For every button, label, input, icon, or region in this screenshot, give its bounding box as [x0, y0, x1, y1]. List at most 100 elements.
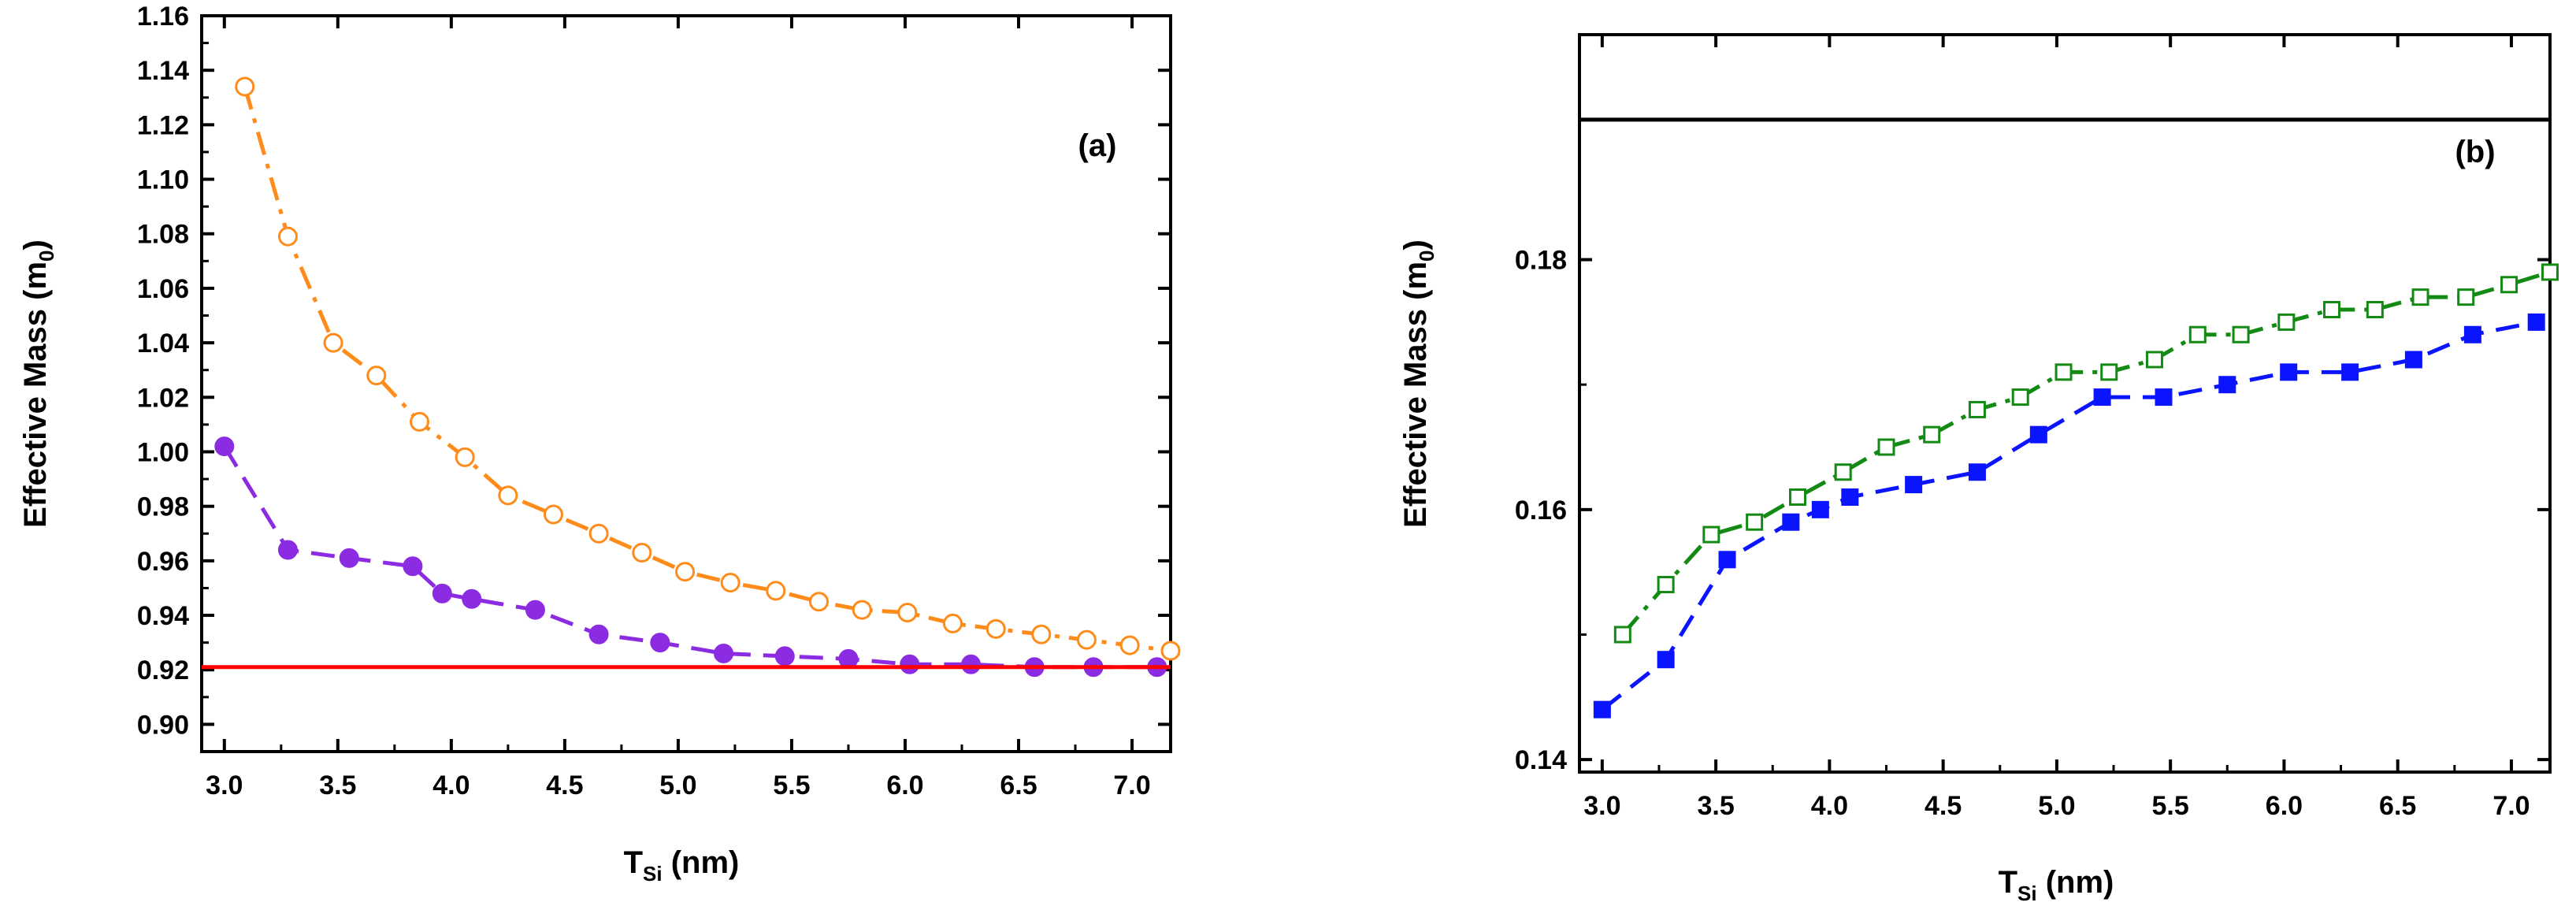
data-point: [588, 523, 609, 544]
x-title-sub: Si: [643, 862, 663, 886]
data-point: [498, 485, 518, 506]
x-tick-label: 7.0: [2492, 791, 2530, 821]
data-point: [1877, 438, 1895, 456]
y-tick-label: 1.00: [137, 437, 189, 467]
y-title-suffix: ): [1398, 239, 1433, 250]
panel-a-ticks: 3.0 3.5 4.0 4.5 5.0 5.5 6.0 6.5 7.0 0.90 0.92 0.94 0…: [137, 2, 1171, 800]
panel-a-chart: 3.0 3.5 4.0 4.5 5.0 5.5 6.0 6.5 7.0 0.90 0.92 0.94 0…: [18, 2, 1181, 886]
data-point: [2155, 388, 2173, 407]
data-point: [1657, 576, 1675, 594]
data-point: [1702, 525, 1720, 544]
x-tick-label: 4.5: [1925, 791, 1962, 821]
y-tick-label: 0.16: [1515, 496, 1567, 525]
data-point: [1119, 635, 1140, 655]
series-line-m-l-dgsoi: [222, 445, 1157, 670]
y-tick-label: 0.90: [137, 710, 189, 740]
y-tick-label: 1.08: [137, 220, 189, 250]
panel-a-plot-frame: [200, 14, 1172, 753]
y-tick-label: 0.92: [137, 655, 189, 685]
x-tick-label: 7.0: [1113, 770, 1150, 800]
data-point: [1834, 463, 1852, 481]
data-point: [366, 366, 387, 386]
data-point: [2457, 288, 2475, 306]
data-point: [2188, 325, 2207, 343]
data-point: [1718, 551, 1736, 569]
data-point: [900, 654, 920, 674]
data-point: [277, 226, 298, 247]
y-tick-label: 0.94: [137, 601, 189, 631]
data-point: [2054, 363, 2073, 381]
data-point: [774, 646, 795, 667]
x-tick-label: 3.5: [1697, 791, 1734, 821]
y-tick-label: 0.18: [1515, 246, 1567, 276]
x-tick-label: 3.0: [1583, 791, 1620, 821]
panel-a-label: (a): [1078, 128, 1117, 163]
data-point: [2541, 263, 2559, 281]
y-title-suffix: ): [18, 239, 53, 250]
data-point: [525, 600, 545, 620]
x-tick-label: 5.0: [659, 770, 696, 800]
x-tick-label: 4.5: [546, 770, 583, 800]
data-point: [2280, 363, 2298, 381]
data-point: [2463, 325, 2481, 343]
data-point: [1613, 626, 1631, 644]
data-point: [543, 504, 563, 525]
y-tick-label: 1.06: [137, 274, 189, 304]
data-point: [2218, 376, 2236, 394]
x-title-suffix: (nm): [2037, 865, 2114, 900]
x-tick-label: 5.0: [2038, 791, 2075, 821]
data-point: [2145, 351, 2163, 369]
data-point: [339, 548, 359, 568]
data-point: [1657, 651, 1675, 669]
data-point: [2366, 301, 2384, 319]
x-title-suffix: (nm): [663, 845, 740, 880]
data-point: [455, 447, 475, 467]
y-tick-label: 0.14: [1515, 745, 1567, 775]
data-point: [838, 648, 859, 669]
y-tick-label: 1.14: [137, 56, 189, 86]
panel-a-series: [202, 76, 1181, 678]
data-point: [720, 573, 741, 593]
data-point: [1905, 476, 1923, 494]
data-point: [403, 556, 423, 577]
x-title-main: T: [624, 845, 643, 880]
series-line-m-t-dgsoi: [1601, 320, 2537, 711]
x-title-sub: Si: [2017, 882, 2037, 905]
panel-b-y-axis-title: Effective Mass (m0): [1398, 239, 1438, 528]
data-point: [942, 613, 963, 633]
data-point: [2411, 288, 2429, 306]
y-tick-label: 1.12: [137, 110, 189, 140]
data-point: [1811, 500, 1829, 518]
data-point: [410, 411, 430, 432]
x-title-main: T: [1999, 865, 2017, 900]
data-point: [2277, 313, 2296, 331]
y-tick-label: 1.10: [137, 165, 189, 195]
data-point: [766, 581, 786, 601]
data-point: [2341, 363, 2359, 381]
x-tick-label: 6.5: [1000, 770, 1037, 800]
data-point: [2232, 325, 2250, 343]
y-tick-label: 1.16: [137, 2, 189, 32]
data-point: [2500, 276, 2518, 294]
data-point: [809, 592, 830, 612]
data-point: [1788, 488, 1806, 506]
data-point: [650, 633, 670, 653]
x-tick-label: 3.0: [206, 770, 243, 800]
y-title-sub: 0: [35, 250, 58, 261]
data-point: [1031, 624, 1052, 644]
panel-a-x-axis-title: TSi (nm): [624, 845, 740, 886]
data-point: [2323, 301, 2341, 319]
data-point: [214, 436, 235, 457]
data-point: [897, 603, 918, 623]
data-point: [1968, 400, 1986, 418]
data-point: [2093, 388, 2111, 407]
panel-b-series: [1579, 117, 2559, 718]
data-point: [323, 332, 343, 353]
y-title-main: Effective Mass (m: [1398, 262, 1433, 528]
x-tick-label: 6.5: [2379, 791, 2416, 821]
x-tick-label: 4.0: [432, 770, 470, 800]
y-tick-label: 0.96: [137, 547, 189, 577]
data-point: [432, 583, 452, 603]
data-point: [675, 562, 696, 582]
